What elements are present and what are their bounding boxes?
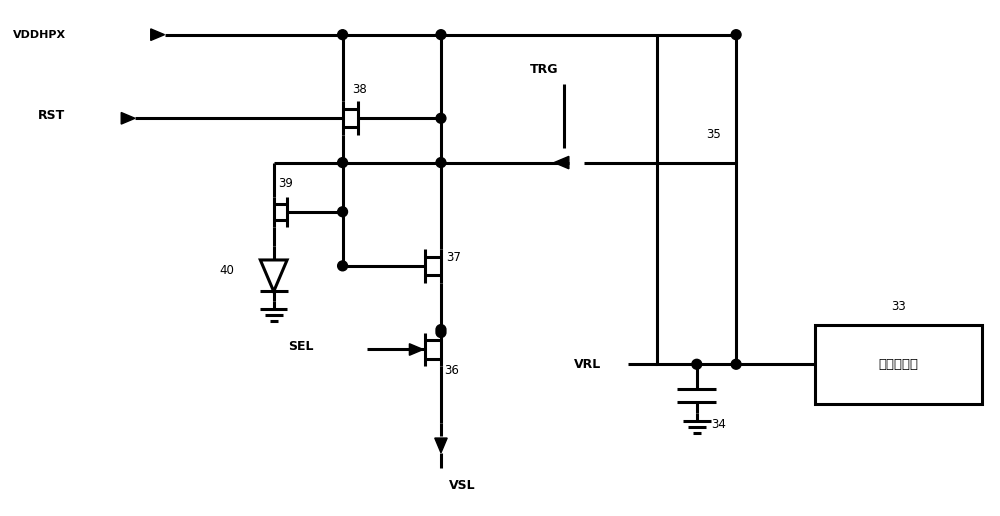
Circle shape [436, 30, 446, 40]
Text: 33: 33 [891, 300, 906, 313]
Polygon shape [554, 156, 569, 169]
Circle shape [338, 207, 348, 217]
Circle shape [692, 359, 702, 369]
Text: 37: 37 [446, 251, 461, 264]
Text: SEL: SEL [288, 340, 314, 353]
Text: RST: RST [38, 109, 65, 122]
Text: 34: 34 [712, 418, 726, 431]
Circle shape [338, 30, 348, 40]
Circle shape [436, 325, 446, 334]
Text: 电荷泵电路: 电荷泵电路 [878, 358, 918, 371]
Text: 36: 36 [444, 364, 459, 377]
Text: TRG: TRG [530, 62, 558, 76]
Text: 38: 38 [352, 84, 367, 96]
Polygon shape [435, 438, 447, 453]
Circle shape [436, 114, 446, 123]
Text: VSL: VSL [449, 479, 475, 492]
Text: 40: 40 [220, 264, 234, 277]
Text: 35: 35 [707, 128, 721, 141]
Bar [815, 325, 982, 404]
Text: VDDHPX: VDDHPX [13, 29, 66, 40]
Polygon shape [151, 29, 165, 40]
Circle shape [731, 30, 741, 40]
Circle shape [338, 261, 348, 271]
Circle shape [436, 158, 446, 168]
Polygon shape [121, 112, 135, 124]
Polygon shape [409, 344, 423, 356]
Circle shape [731, 359, 741, 369]
Text: VRL: VRL [574, 358, 601, 371]
Bar [657, 163, 736, 364]
Circle shape [338, 158, 348, 168]
Text: 39: 39 [279, 177, 294, 190]
Circle shape [436, 328, 446, 337]
